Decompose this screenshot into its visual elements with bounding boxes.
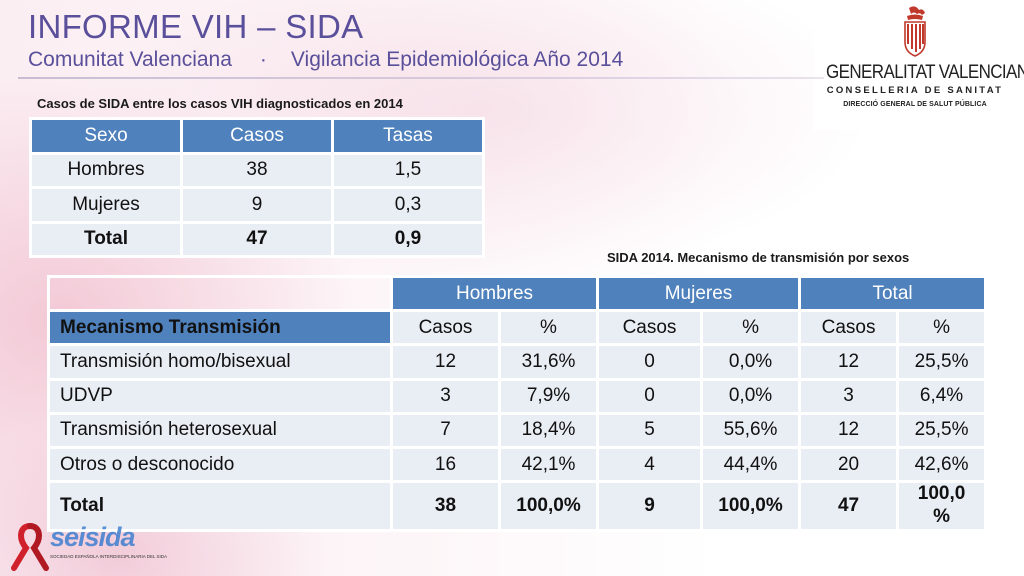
seisida-subtitle: SOCIEDAD ESPAÑOLA INTERDISCIPLINARIA DEL…: [50, 554, 168, 559]
table-group-header-row: Hombres Mujeres Total: [47, 274, 988, 313]
table-row: Mujeres 9 0,3: [29, 186, 485, 224]
cell-value: 0,0%: [700, 377, 802, 415]
cell-total-label: Total: [47, 480, 393, 532]
cell-value: 44,4%: [700, 445, 802, 484]
page-subtitle: Comunitat Valenciana · Vigilancia Epidemio…: [28, 48, 623, 72]
table-row: Transmisión heterosexual 7 18,4% 5 55,6%…: [47, 411, 988, 449]
header-total: Total: [798, 274, 988, 313]
cell-total-value: 38: [390, 480, 501, 532]
seisida-wordmark: seisida: [50, 522, 136, 552]
cell-value: 12: [798, 343, 900, 381]
cell-value: 42,1%: [497, 445, 600, 484]
cell-mechanism: Transmisión homo/bisexual: [47, 343, 393, 381]
transmission-table: Hombres Mujeres Total Mecanismo Transmis…: [47, 274, 988, 532]
cell-total-value: 47: [798, 480, 900, 532]
subheader-casos: Casos: [596, 309, 704, 347]
title-divider: [18, 77, 824, 79]
cell-mechanism: Otros o desconocido: [47, 445, 393, 484]
table2-caption: SIDA 2014. Mecanismo de transmisión por …: [607, 250, 910, 265]
cell-tasas: 0,3: [331, 186, 485, 224]
cell-total-value: 100,0%: [700, 480, 802, 532]
cell-value: 18,4%: [497, 411, 600, 449]
cell-value: 12: [390, 343, 501, 381]
header-mujeres: Mujeres: [596, 274, 802, 313]
aids-ribbon-icon: [11, 523, 49, 571]
cell-value: 25,5%: [896, 411, 988, 449]
cell-casos: 9: [180, 186, 334, 224]
table-row: Hombres 38 1,5: [29, 151, 485, 189]
table-row: Otros o desconocido 16 42,1% 4 44,4% 20 …: [47, 445, 988, 484]
table-row: Transmisión homo/bisexual 12 31,6% 0 0,0…: [47, 343, 988, 381]
cell-total-value: 100,0%: [497, 480, 600, 532]
cell-value: 7: [390, 411, 501, 449]
cell-value: 42,6%: [896, 445, 988, 484]
logo-department: CONSELLERIA DE SANITAT: [826, 85, 1004, 96]
cell-value: 12: [798, 411, 900, 449]
subheader-percent: %: [896, 309, 988, 347]
cell-sexo: Hombres: [29, 151, 183, 189]
subheader-percent: %: [700, 309, 802, 347]
cell-value: 20: [798, 445, 900, 484]
cell-value: 3: [390, 377, 501, 415]
cell-total-label: Total: [29, 220, 183, 258]
cell-total-tasas: 0,9: [331, 220, 485, 258]
table-header-row: Sexo Casos Tasas: [29, 117, 485, 155]
cell-value: 25,5%: [896, 343, 988, 381]
header-mecanismo: Mecanismo Transmisión: [47, 309, 393, 347]
subtitle-report: Vigilancia Epidemiológica Año 2014: [290, 48, 624, 71]
cell-value: 0: [596, 377, 704, 415]
cell-value: 5: [596, 411, 704, 449]
table-total-row: Total 47 0,9: [29, 220, 485, 258]
table-row: UDVP 3 7,9% 0 0,0% 3 6,4%: [47, 377, 988, 415]
subheader-casos: Casos: [390, 309, 501, 347]
logo-subdepartment: DIRECCIÓ GENERAL DE SALUT PÚBLICA: [843, 101, 987, 108]
cell-value: 3: [798, 377, 900, 415]
cell-total-value: 100,0 %: [896, 480, 988, 532]
header-hombres: Hombres: [389, 274, 600, 313]
cell-value: 0,0%: [700, 343, 802, 381]
cell-value: 0: [596, 343, 704, 381]
cell-total-casos: 47: [180, 220, 334, 258]
header-sexo: Sexo: [29, 117, 183, 155]
cell-value: 7,9%: [497, 377, 600, 415]
seisida-logo: seisida SOCIEDAD ESPAÑOLA INTERDISCIPLIN…: [8, 522, 178, 572]
cell-mechanism: Transmisión heterosexual: [47, 411, 393, 449]
cell-sexo: Mujeres: [29, 186, 183, 224]
cell-mechanism: UDVP: [47, 377, 393, 415]
cell-value: 16: [390, 445, 501, 484]
cell-value: 31,6%: [497, 343, 600, 381]
cell-value: 55,6%: [700, 411, 802, 449]
subheader-casos: Casos: [798, 309, 900, 347]
subtitle-region: Comunitat Valenciana: [28, 48, 232, 71]
cases-by-sex-table: Sexo Casos Tasas Hombres 38 1,5 Mujeres …: [29, 117, 485, 258]
empty-header-cell: [47, 274, 393, 313]
cell-total-value: 9: [596, 480, 704, 532]
cell-value: 6,4%: [896, 377, 988, 415]
table1-caption: Casos de SIDA entre los casos VIH diagno…: [37, 96, 403, 111]
table-subheader-row: Mecanismo Transmisión Casos % Casos % Ca…: [47, 309, 988, 347]
page-title: INFORME VIH – SIDA: [28, 8, 364, 45]
subheader-percent: %: [497, 309, 600, 347]
cell-casos: 38: [180, 151, 334, 189]
header-casos: Casos: [180, 117, 334, 155]
cell-tasas: 1,5: [331, 151, 485, 189]
header-tasas: Tasas: [331, 117, 485, 155]
logo-name: GENERALITAT VALENCIANA: [826, 60, 1024, 83]
generalitat-logo: GENERALITAT VALENCIANA CONSELLERIA DE SA…: [826, 4, 1024, 116]
cell-value: 4: [596, 445, 704, 484]
crest-icon: [904, 6, 926, 57]
table-total-row: Total 38 100,0% 9 100,0% 47 100,0 %: [47, 480, 988, 532]
subtitle-separator: ·: [259, 48, 267, 71]
